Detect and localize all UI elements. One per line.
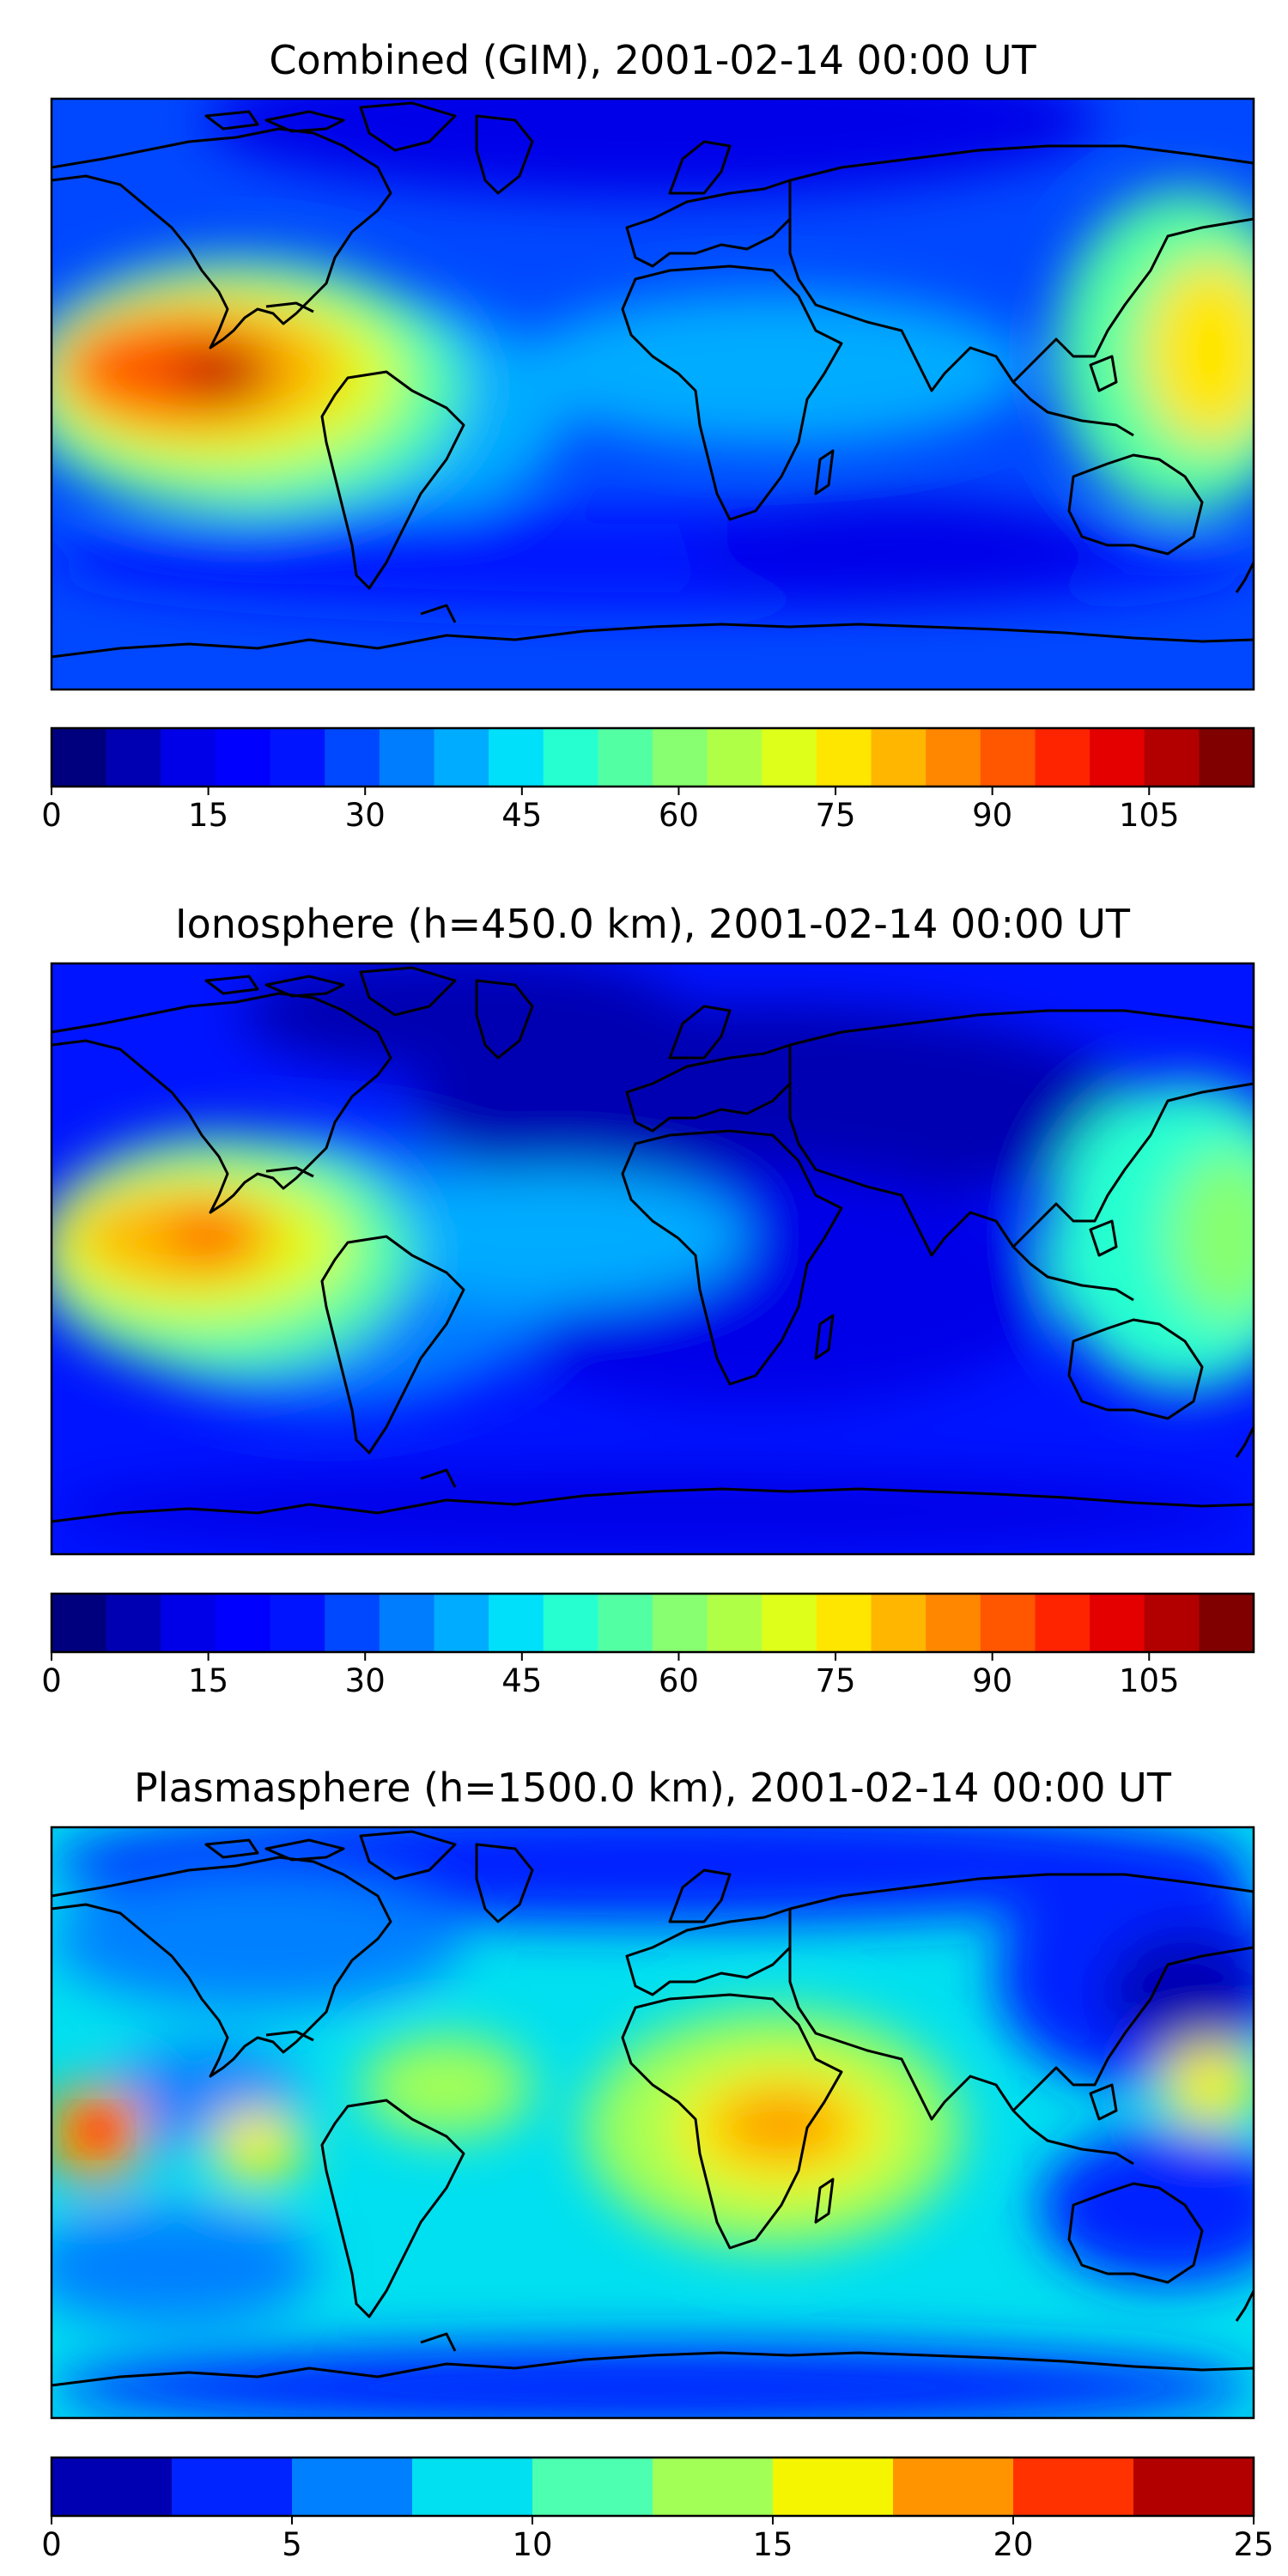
colorbar-swatch [871, 1594, 927, 1652]
colorbar-swatch [106, 1594, 161, 1652]
colorbar-tick-label: 105 [1119, 1662, 1180, 1699]
panel-title: Ionosphere (h=450.0 km), 2001-02-14 00:0… [175, 901, 1131, 947]
map-field [52, 1827, 1254, 2418]
colorbar-swatch [598, 1594, 653, 1652]
colorbar: 0 15 30 45 60 75 90 105 [41, 726, 1255, 834]
colorbar-tick-label: 90 [972, 797, 1012, 834]
colorbar-swatch [270, 1594, 325, 1652]
colorbar-tick-label: 60 [659, 1662, 699, 1699]
colorbar-swatch [52, 728, 107, 787]
colorbar-tick-label: 15 [188, 797, 228, 834]
panel-ionosphere: Ionosphere (h=450.0 km), 2001-02-14 00:0… [41, 901, 1255, 1699]
colorbar-swatch [1144, 1594, 1200, 1652]
panel-combined: Combined (GIM), 2001-02-14 00:00 UT 0 15 3… [41, 37, 1255, 834]
colorbar-swatch [653, 728, 708, 787]
colorbar-swatch [412, 2458, 533, 2516]
colorbar-swatch [598, 728, 653, 787]
colorbar-swatch [325, 728, 380, 787]
colorbar-swatch [292, 2458, 413, 2516]
colorbar-swatch [325, 1594, 380, 1652]
colorbar-tick-label: 30 [345, 1662, 386, 1699]
colorbar-tick-label: 10 [512, 2526, 552, 2563]
map-frame [50, 962, 1255, 1556]
map-field [52, 963, 1254, 1554]
colorbar-swatch [1144, 728, 1200, 787]
colorbar-swatch [1035, 1594, 1091, 1652]
panel-title: Combined (GIM), 2001-02-14 00:00 UT [269, 37, 1036, 83]
colorbar-swatch [172, 2458, 293, 2516]
colorbar-tick-label: 45 [501, 797, 542, 834]
panel-plasmasphere: Plasmasphere (h=1500.0 km), 2001-02-14 0… [41, 1765, 1274, 2563]
colorbar-tick-label: 105 [1119, 797, 1180, 834]
colorbar-swatch [653, 1594, 708, 1652]
colorbar-swatch [926, 728, 981, 787]
colorbar-swatch [161, 728, 216, 787]
colorbar-swatch [434, 728, 489, 787]
colorbar: 0 15 30 45 60 75 90 105 [41, 1592, 1255, 1699]
colorbar-swatch [653, 2458, 774, 2516]
colorbar-swatch [489, 728, 544, 787]
map-frame [50, 1826, 1255, 2420]
colorbar-swatch [980, 1594, 1036, 1652]
colorbar-tick-label: 5 [282, 2526, 302, 2563]
colorbar-swatch [106, 728, 161, 787]
colorbar-swatch [52, 2458, 173, 2516]
colorbar-swatch [707, 1594, 762, 1652]
colorbar-swatch [1013, 2458, 1134, 2516]
colorbar-swatch [270, 728, 325, 787]
map-frame [50, 97, 1255, 691]
colorbar-tick-label: 75 [815, 797, 855, 834]
colorbar-swatch [926, 1594, 981, 1652]
colorbar-tick-label: 45 [501, 1662, 542, 1699]
colorbar-tick-label: 0 [41, 1662, 62, 1699]
colorbar-swatch [893, 2458, 1014, 2516]
colorbar-tick-label: 60 [659, 797, 699, 834]
colorbar-tick-label: 30 [345, 797, 386, 834]
colorbar-swatch [532, 2458, 653, 2516]
colorbar-tick-label: 15 [752, 2526, 793, 2563]
panel-title: Plasmasphere (h=1500.0 km), 2001-02-14 0… [134, 1765, 1172, 1811]
colorbar-tick-label: 15 [188, 1662, 228, 1699]
colorbar-swatch [773, 2458, 894, 2516]
colorbar-swatch [762, 1594, 817, 1652]
colorbar-swatch [215, 728, 271, 787]
colorbar-swatch [161, 1594, 216, 1652]
colorbar-frame [50, 2456, 1255, 2518]
colorbar-swatch [215, 1594, 271, 1652]
map-field [52, 99, 1254, 690]
colorbar: 0 5 10 15 20 25 [41, 2456, 1274, 2563]
colorbar-swatch [707, 728, 762, 787]
colorbar-tick-label: 90 [972, 1662, 1012, 1699]
colorbar-swatch [1090, 728, 1145, 787]
colorbar-swatch [543, 728, 598, 787]
colorbar-swatch [1133, 2458, 1255, 2516]
colorbar-swatch [1090, 1594, 1145, 1652]
colorbar-swatch [816, 1594, 872, 1652]
colorbar-swatch [762, 728, 817, 787]
colorbar-frame [50, 1592, 1255, 1654]
colorbar-swatch [379, 1594, 435, 1652]
colorbar-swatch [1199, 728, 1255, 787]
colorbar-swatch [52, 1594, 107, 1652]
colorbar-swatch [543, 1594, 598, 1652]
colorbar-tick-label: 0 [41, 2526, 62, 2563]
colorbar-swatch [871, 728, 927, 787]
colorbar-tick-label: 0 [41, 797, 62, 834]
colorbar-swatch [816, 728, 872, 787]
colorbar-swatch [1035, 728, 1091, 787]
colorbar-swatch [379, 728, 435, 787]
colorbar-swatch [434, 1594, 489, 1652]
colorbar-frame [50, 726, 1255, 788]
colorbar-tick-label: 20 [993, 2526, 1033, 2563]
colorbar-tick-label: 25 [1233, 2526, 1273, 2563]
colorbar-tick-label: 75 [815, 1662, 855, 1699]
colorbar-swatch [1199, 1594, 1255, 1652]
colorbar-swatch [489, 1594, 544, 1652]
colorbar-swatch [980, 728, 1036, 787]
